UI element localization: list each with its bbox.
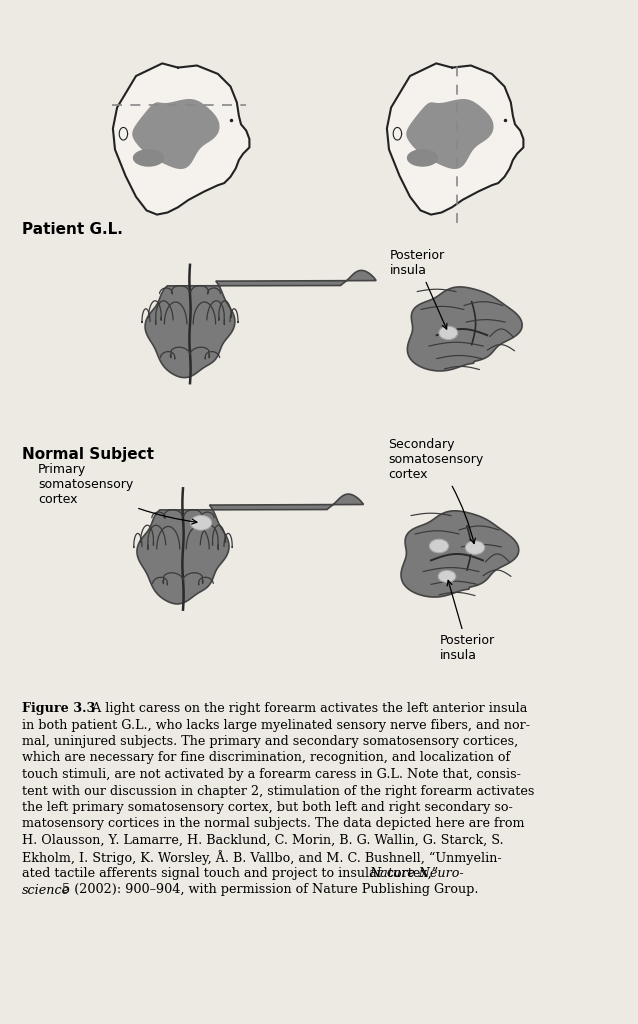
- Text: Secondary
somatosensory
cortex: Secondary somatosensory cortex: [388, 438, 483, 544]
- Text: which are necessary for fine discrimination, recognition, and localization of: which are necessary for fine discriminat…: [22, 752, 510, 765]
- Ellipse shape: [465, 541, 485, 554]
- Text: in both patient G.L., who lacks large myelinated sensory nerve fibers, and nor-: in both patient G.L., who lacks large my…: [22, 719, 530, 731]
- Text: touch stimuli, are not activated by a forearm caress in G.L. Note that, consis-: touch stimuli, are not activated by a fo…: [22, 768, 521, 781]
- Text: Normal Subject: Normal Subject: [22, 447, 154, 462]
- Text: Posterior
insula: Posterior insula: [390, 249, 447, 329]
- Ellipse shape: [438, 570, 456, 583]
- Text: Ekholm, I. Strigo, K. Worsley, Å. B. Vallbo, and M. C. Bushnell, “Unmyelin-: Ekholm, I. Strigo, K. Worsley, Å. B. Val…: [22, 851, 501, 865]
- Polygon shape: [406, 99, 494, 169]
- Text: mal, uninjured subjects. The primary and secondary somatosensory cortices,: mal, uninjured subjects. The primary and…: [22, 735, 518, 748]
- Polygon shape: [113, 63, 249, 215]
- Text: Patient G.L.: Patient G.L.: [22, 222, 123, 237]
- Polygon shape: [137, 495, 364, 604]
- Polygon shape: [407, 150, 438, 167]
- Ellipse shape: [429, 540, 449, 553]
- Text: ated tactile afferents signal touch and project to insular cortex,”: ated tactile afferents signal touch and …: [22, 867, 442, 880]
- Ellipse shape: [439, 327, 457, 340]
- Text: 5 (2002): 900–904, with permission of Nature Publishing Group.: 5 (2002): 900–904, with permission of Na…: [57, 884, 479, 896]
- Polygon shape: [401, 511, 519, 597]
- Text: Primary
somatosensory
cortex: Primary somatosensory cortex: [38, 463, 197, 524]
- Ellipse shape: [190, 515, 212, 530]
- Polygon shape: [408, 287, 522, 371]
- Text: Figure 3.3: Figure 3.3: [22, 702, 95, 715]
- Text: Posterior
insula: Posterior insula: [440, 581, 495, 662]
- Polygon shape: [133, 150, 165, 167]
- Text: the left primary somatosensory cortex, but both left and right secondary so-: the left primary somatosensory cortex, b…: [22, 801, 513, 814]
- Text: H. Olausson, Y. Lamarre, H. Backlund, C. Morin, B. G. Wallin, G. Starck, S.: H. Olausson, Y. Lamarre, H. Backlund, C.…: [22, 834, 503, 847]
- Text: A light caress on the right forearm activates the left anterior insula: A light caress on the right forearm acti…: [84, 702, 528, 715]
- Text: Nature Neuro-: Nature Neuro-: [369, 867, 463, 880]
- Text: science: science: [22, 884, 70, 896]
- Text: matosensory cortices in the normal subjects. The data depicted here are from: matosensory cortices in the normal subje…: [22, 817, 524, 830]
- Polygon shape: [145, 270, 376, 378]
- Polygon shape: [132, 99, 219, 169]
- Text: tent with our discussion in chapter 2, stimulation of the right forearm activate: tent with our discussion in chapter 2, s…: [22, 784, 535, 798]
- Polygon shape: [387, 63, 523, 215]
